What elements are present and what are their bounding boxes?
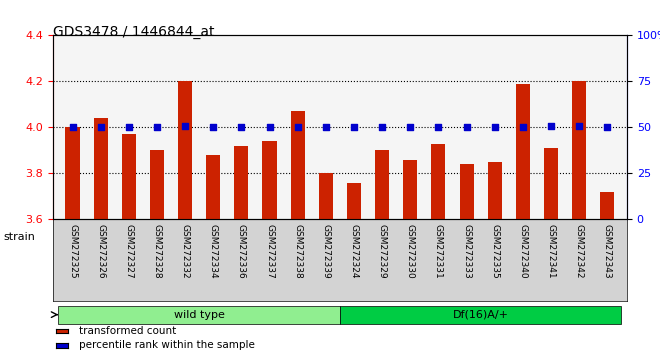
Bar (178, 81, 192, 219)
Text: GSM272331: GSM272331 (434, 224, 443, 279)
Point (517, 125, 528, 130)
Bar (572, 81, 586, 219)
Bar (600, 192, 614, 219)
Text: GSM272342: GSM272342 (575, 224, 583, 279)
Text: GSM272329: GSM272329 (378, 224, 387, 279)
Text: GSM272327: GSM272327 (124, 224, 133, 279)
Point (67, 125, 78, 130)
Text: GSM272337: GSM272337 (265, 224, 274, 279)
Text: GSM272339: GSM272339 (321, 224, 330, 279)
Bar (290, 111, 305, 219)
Text: GSM272335: GSM272335 (490, 224, 499, 279)
Point (152, 125, 162, 130)
Point (123, 125, 134, 130)
Text: GSM272338: GSM272338 (293, 224, 302, 279)
Bar (263, 141, 277, 219)
Text: GSM272343: GSM272343 (603, 224, 612, 279)
Bar (319, 173, 333, 219)
Text: transformed count: transformed count (79, 326, 176, 336)
Text: percentile rank within the sample: percentile rank within the sample (79, 340, 255, 350)
Bar (375, 150, 389, 219)
Point (546, 123, 556, 129)
FancyBboxPatch shape (59, 306, 340, 324)
Text: wild type: wild type (174, 310, 224, 320)
Text: GSM272325: GSM272325 (68, 224, 77, 279)
Point (461, 125, 472, 130)
Point (602, 125, 612, 130)
Bar (121, 134, 136, 219)
Bar (488, 162, 502, 219)
Text: strain: strain (3, 232, 35, 242)
Bar (234, 146, 248, 219)
Point (96, 125, 106, 130)
Text: GSM272341: GSM272341 (546, 224, 556, 279)
Point (264, 125, 275, 130)
Point (180, 123, 190, 129)
Point (377, 125, 387, 130)
Text: GSM272332: GSM272332 (181, 224, 189, 279)
Point (208, 125, 218, 130)
Point (348, 125, 359, 130)
Text: GSM272336: GSM272336 (237, 224, 246, 279)
Text: GSM272333: GSM272333 (462, 224, 471, 279)
Bar (65, 127, 80, 219)
Point (321, 125, 331, 130)
Bar (206, 155, 220, 219)
Point (574, 123, 585, 129)
Text: GSM272326: GSM272326 (96, 224, 105, 279)
Bar (516, 84, 530, 219)
Bar (94, 118, 108, 219)
Point (405, 125, 416, 130)
Text: GSM272328: GSM272328 (152, 224, 162, 279)
Text: GSM272330: GSM272330 (406, 224, 414, 279)
Bar (459, 164, 474, 219)
Bar (347, 183, 361, 219)
Text: GSM272340: GSM272340 (518, 224, 527, 279)
Text: Df(16)A/+: Df(16)A/+ (453, 310, 509, 320)
Point (236, 125, 247, 130)
Bar (403, 160, 417, 219)
Text: GDS3478 / 1446844_at: GDS3478 / 1446844_at (53, 25, 214, 39)
Bar (150, 150, 164, 219)
Point (433, 125, 444, 130)
Point (292, 125, 303, 130)
Text: GSM272324: GSM272324 (350, 224, 358, 279)
Point (490, 125, 500, 130)
Bar (544, 148, 558, 219)
FancyBboxPatch shape (340, 306, 621, 324)
Text: GSM272334: GSM272334 (209, 224, 218, 279)
Bar (432, 143, 446, 219)
